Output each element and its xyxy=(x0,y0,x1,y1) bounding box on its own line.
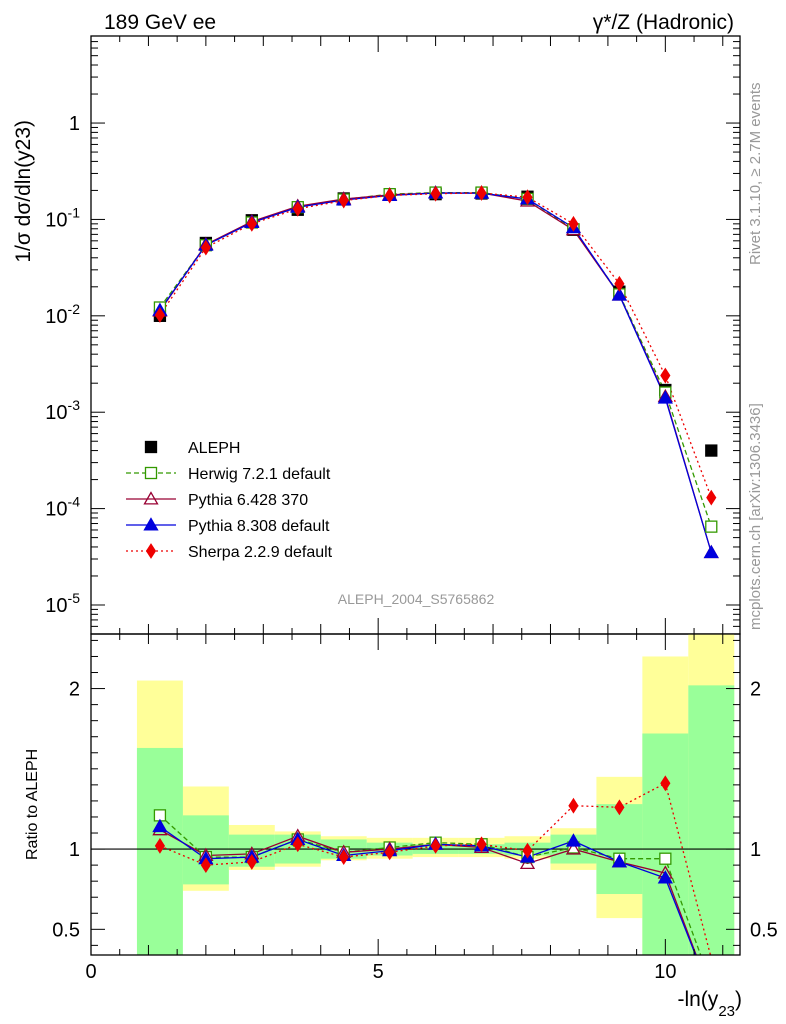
main-y-tick-label-exponent: -1 xyxy=(68,204,81,220)
ratio-plot-panel: 0.5 0.5 1 1 2 2 0 5 10 Ratio to ALEPH xyxy=(24,633,778,983)
ratio-point-3-5 xyxy=(384,844,395,861)
x-tick-label: 10 xyxy=(654,961,676,983)
legend-label-4: Sherpa 2.2.9 default xyxy=(188,544,333,561)
legend-label-1: Herwig 7.2.1 default xyxy=(188,466,331,483)
main-y-tick-label-base: 10 xyxy=(45,209,67,231)
x-axis-label-close: ) xyxy=(735,988,742,1011)
ratio-point-3-7 xyxy=(476,836,487,853)
ratio-point-2-10 xyxy=(611,854,628,868)
main-point-4-7 xyxy=(476,185,487,201)
main-point-4-9 xyxy=(568,215,579,232)
main-y-tick-label-base: 10 xyxy=(45,595,67,617)
ratio-point-3-11 xyxy=(660,775,671,792)
main-y-tick-label: 10-1 xyxy=(45,204,80,231)
main-point-1-12 xyxy=(705,520,718,533)
x-tick-label: 5 xyxy=(373,961,384,983)
ratio-y-tick-label: 1 xyxy=(69,839,80,861)
ratio-point-3-9 xyxy=(568,797,579,814)
x-axis-label: -ln(y23) xyxy=(677,988,742,1020)
ratio-y-tick-label-right: 2 xyxy=(750,679,761,701)
legend-marker-3 xyxy=(143,517,159,531)
main-point-4-4 xyxy=(338,192,349,209)
x-axis-label-main: -ln(y xyxy=(677,988,718,1011)
main-plot-panel: 10-510-410-310-210-11 1/σ dσ/dln(y23) AL… xyxy=(12,35,741,635)
ratio-point-2-11 xyxy=(657,870,673,884)
ratio-point-3-6 xyxy=(430,837,441,854)
x-tick-label: 0 xyxy=(85,961,96,983)
ratio-band-green-12 xyxy=(688,685,735,955)
main-y-tick-label-base: 10 xyxy=(45,402,67,424)
main-point-4-2 xyxy=(246,215,257,232)
ratio-band-green-11 xyxy=(642,733,689,955)
side-text-mcplots: mcplots.cern.ch [arXiv:1306.3436] xyxy=(747,403,764,630)
ratio-plot-frame xyxy=(90,633,741,956)
ratio-point-0-11 xyxy=(659,852,672,865)
main-point-4-11 xyxy=(660,367,671,384)
legend-marker-0 xyxy=(144,440,158,454)
main-point-3-12 xyxy=(703,544,719,559)
main-y-tick-label: 10-4 xyxy=(45,494,80,521)
main-point-4-1 xyxy=(200,239,211,256)
ratio-point-3-10 xyxy=(614,799,625,816)
main-point-4-10 xyxy=(614,275,625,292)
ratio-point-1-9 xyxy=(565,841,582,855)
ratio-point-2-0 xyxy=(152,818,168,833)
main-point-4-0 xyxy=(154,307,166,323)
ratio-point-3-8 xyxy=(522,842,533,859)
ratio-y-tick-label-right: 1 xyxy=(750,839,761,861)
main-point-3-11 xyxy=(657,390,673,404)
main-y-tick-label: 10-2 xyxy=(45,301,80,328)
ratio-point-3-4 xyxy=(338,849,349,866)
main-y-tick-label-exponent: -3 xyxy=(68,397,81,413)
main-point-4-12 xyxy=(706,489,717,506)
header-left: 189 GeV ee xyxy=(104,11,216,34)
header-right: γ*/Z (Hadronic) xyxy=(593,11,734,34)
main-y-tick-label-exponent: -5 xyxy=(68,590,81,606)
analysis-id: ALEPH_2004_S5765862 xyxy=(338,591,495,607)
side-text-rivet: Rivet 3.1.10, ≥ 2.7M events xyxy=(747,83,764,266)
main-y-tick-label-exponent: -4 xyxy=(68,494,81,510)
main-y-tick-label: 10-3 xyxy=(45,397,80,424)
legend-marker-2 xyxy=(143,491,159,505)
ratio-y-axis-label: Ratio to ALEPH xyxy=(24,749,41,860)
main-y-axis-label: 1/σ dσ/dln(y23) xyxy=(12,120,35,263)
legend: ALEPH Herwig 7.2.1 default Pythia 6.428 37… xyxy=(126,440,333,561)
main-y-tick-label-exponent: -2 xyxy=(68,301,81,317)
main-series-line-4 xyxy=(159,192,712,498)
main-point-4-6 xyxy=(430,185,441,202)
ratio-y-tick-label-right: 0.5 xyxy=(750,919,778,941)
main-point-4-5 xyxy=(384,187,395,204)
main-y-tick-label: 1 xyxy=(69,113,80,135)
main-point-4-3 xyxy=(292,200,303,217)
ratio-point-3-0 xyxy=(154,837,166,854)
legend-label-2: Pythia 6.428 370 xyxy=(188,492,308,509)
main-y-tick-label-base: 10 xyxy=(45,306,67,328)
ratio-point-3-2 xyxy=(246,853,257,870)
main-point-0-12 xyxy=(705,444,718,457)
main-point-3-10 xyxy=(611,287,628,301)
ratio-point-3-3 xyxy=(292,836,303,853)
ratio-point-3-1 xyxy=(200,857,211,874)
ratio-point-1-8 xyxy=(519,855,536,870)
main-y-tick-label: 10-5 xyxy=(45,590,80,617)
main-point-4-8 xyxy=(522,189,533,206)
legend-label-3: Pythia 8.308 default xyxy=(188,518,330,535)
ratio-y-tick-label: 0.5 xyxy=(52,919,80,941)
legend-marker-1 xyxy=(144,466,158,480)
x-axis-label-subscript: 23 xyxy=(718,1003,735,1020)
legend-marker-4 xyxy=(145,543,157,559)
ratio-y-tick-label: 2 xyxy=(69,679,80,701)
main-y-tick-label-base: 10 xyxy=(45,499,67,521)
legend-label-0: ALEPH xyxy=(188,440,240,457)
ratio-point-2-9 xyxy=(565,833,582,847)
